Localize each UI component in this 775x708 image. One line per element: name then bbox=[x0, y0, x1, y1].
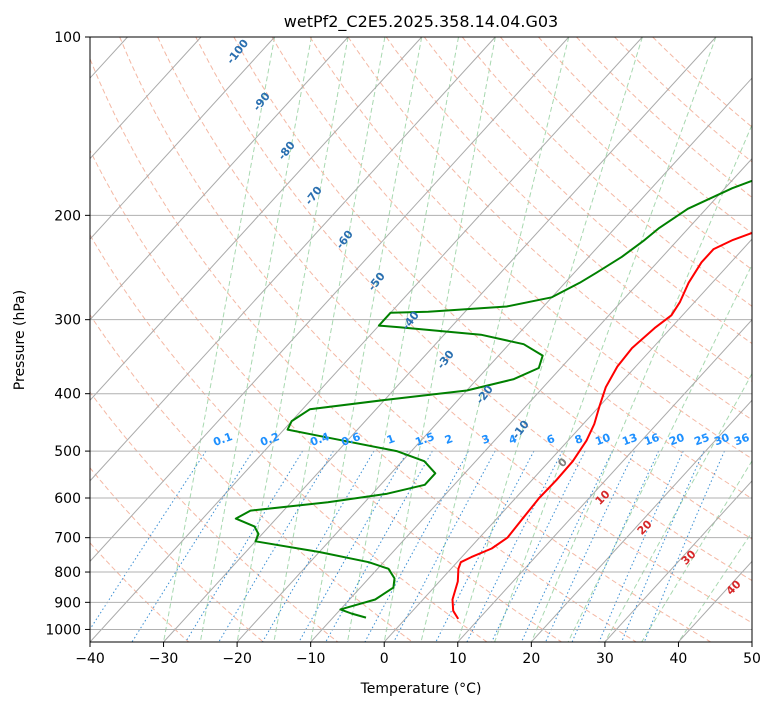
mixing-ratio-label: 0.1 bbox=[211, 430, 234, 449]
dry-adiabat-line bbox=[461, 37, 752, 307]
moist-adiabat-line bbox=[567, 263, 752, 642]
y-tick-label: 700 bbox=[54, 531, 81, 547]
y-tick-label: 1000 bbox=[45, 622, 81, 638]
x-tick-label: 10 bbox=[449, 651, 467, 667]
isotherm-line bbox=[236, 77, 752, 642]
mixing-ratio-label: 0.6 bbox=[339, 430, 362, 449]
dry-adiabat-line bbox=[309, 37, 752, 460]
dry-adiabat-line bbox=[385, 37, 752, 382]
x-tick-label: 20 bbox=[522, 651, 540, 667]
chart-title: wetPf2_C2E5.2025.358.14.04.G03 bbox=[284, 12, 558, 32]
dry-adiabat-line bbox=[90, 57, 637, 642]
dry-adiabat-line bbox=[119, 37, 712, 642]
x-tick-label: 50 bbox=[743, 651, 761, 667]
mixing-ratio-label: 20 bbox=[667, 431, 686, 449]
x-tick-label: −20 bbox=[222, 651, 252, 667]
mixing-ratio-label: 6 bbox=[545, 432, 557, 447]
mixing-ratio-label: 36 bbox=[732, 431, 751, 449]
moist-adiabat-line bbox=[310, 37, 423, 642]
isotherm-line bbox=[310, 157, 752, 642]
x-tick-label: 40 bbox=[670, 651, 688, 667]
moist-adiabat-line bbox=[530, 123, 752, 642]
isotherm-line bbox=[90, 37, 349, 321]
dry-adiabat-line bbox=[90, 149, 562, 642]
mixing-ratio-line bbox=[393, 450, 496, 642]
axes: −40 −30 −20 −10 0 10 20 30 40 5010020030040050060… bbox=[45, 30, 761, 667]
mixing-ratio-line bbox=[435, 450, 535, 642]
y-tick-label: 300 bbox=[54, 313, 81, 329]
mixing-ratio-label: 8 bbox=[573, 432, 585, 447]
mixing-ratio-label: 25 bbox=[692, 431, 711, 448]
mixing-ratio-label: 0.4 bbox=[308, 430, 331, 449]
background-lines bbox=[90, 37, 752, 642]
moist-adiabat-line bbox=[420, 37, 570, 642]
y-tick-label: 900 bbox=[54, 595, 81, 611]
isotherm-line bbox=[530, 399, 752, 642]
y-tick-label: 600 bbox=[54, 491, 81, 507]
mixing-ratio-line bbox=[521, 450, 613, 642]
dry-adiabat-line bbox=[423, 37, 752, 345]
isotherm-line bbox=[90, 37, 423, 402]
y-tick-label: 200 bbox=[54, 208, 81, 224]
dry-adiabat-line bbox=[157, 37, 752, 624]
dry-adiabat-line bbox=[233, 37, 752, 540]
plot-frame bbox=[89, 36, 753, 643]
mixing-ratio-line bbox=[185, 450, 304, 642]
mixing-ratio-line bbox=[571, 450, 660, 642]
y-axis-label: Pressure (hPa) bbox=[12, 290, 28, 390]
moist-adiabat-line bbox=[457, 37, 643, 642]
x-tick-label: −30 bbox=[149, 651, 179, 667]
y-tick-label: 500 bbox=[54, 444, 81, 460]
isotherm-line bbox=[604, 480, 752, 642]
mixing-ratio-line bbox=[491, 450, 586, 642]
y-tick-label: 100 bbox=[54, 30, 81, 46]
moist-adiabat-line bbox=[199, 37, 312, 642]
mixing-ratio-label: 1 bbox=[385, 432, 397, 447]
mixing-ratio-label: 4 bbox=[507, 432, 519, 447]
mixing-ratio-label: 3 bbox=[480, 432, 492, 447]
moist-adiabat-line bbox=[273, 37, 386, 642]
isotherm-line bbox=[90, 37, 202, 160]
mixing-ratio-line bbox=[364, 450, 469, 642]
moist-adiabat-line bbox=[604, 372, 752, 642]
dry-adiabat-line bbox=[90, 467, 264, 642]
x-tick-label: −10 bbox=[296, 651, 326, 667]
mixing-ratio-line bbox=[466, 450, 563, 642]
y-tick-label: 800 bbox=[54, 565, 81, 581]
profile-series bbox=[234, 179, 752, 620]
x-axis-label: Temperature (°C) bbox=[360, 681, 482, 697]
isotherm-line bbox=[90, 37, 496, 482]
mixing-ratio-label: 30 bbox=[712, 431, 731, 449]
x-tick-label: 0 bbox=[380, 651, 389, 667]
moist-adiabat-line bbox=[346, 37, 459, 642]
mixing-ratio-label: 13 bbox=[620, 431, 639, 448]
mixing-ratio-label: 10 bbox=[593, 431, 612, 449]
dry-adiabat-line bbox=[195, 37, 752, 582]
x-tick-label: 30 bbox=[596, 651, 614, 667]
isotherm-line bbox=[457, 318, 752, 642]
mixing-ratio-label: 16 bbox=[642, 431, 661, 449]
mixing-ratio-label: 0.2 bbox=[258, 430, 281, 449]
mixing-ratio-line bbox=[545, 450, 635, 642]
moist-adiabat-line bbox=[494, 37, 717, 642]
profile-line-1 bbox=[234, 179, 752, 619]
x-tick-label: −40 bbox=[75, 651, 105, 667]
isotherm-line bbox=[90, 37, 570, 563]
y-tick-label: 400 bbox=[54, 387, 81, 403]
isotherm-line bbox=[90, 37, 643, 642]
dry-adiabat-line bbox=[347, 37, 752, 421]
dry-adiabat-line bbox=[90, 391, 339, 642]
mixing-ratio-label: 1.5 bbox=[413, 430, 436, 449]
dry-adiabat-line bbox=[271, 37, 752, 500]
isotherm-line bbox=[90, 37, 275, 240]
moist-adiabat-line bbox=[163, 37, 276, 642]
mixing-ratio-line bbox=[298, 450, 409, 642]
isotherm-line bbox=[383, 238, 752, 642]
mixing-ratio-label: 2 bbox=[443, 432, 455, 447]
moist-adiabat-line bbox=[641, 459, 752, 642]
profile-line-0 bbox=[451, 231, 752, 620]
moist-adiabat-line bbox=[236, 37, 349, 642]
